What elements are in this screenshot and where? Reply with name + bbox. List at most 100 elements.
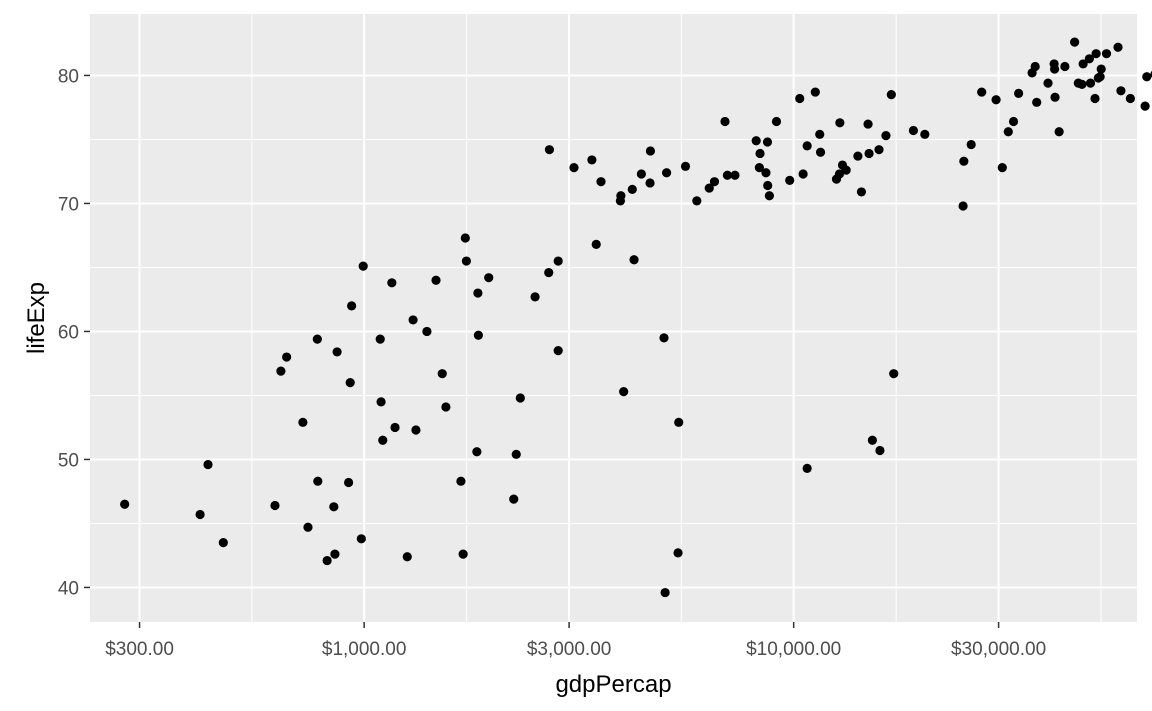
data-point bbox=[1032, 97, 1042, 107]
data-point bbox=[441, 402, 451, 412]
data-point bbox=[966, 139, 976, 150]
data-point bbox=[276, 366, 286, 376]
data-point bbox=[1116, 86, 1126, 96]
data-point bbox=[661, 168, 672, 178]
data-point bbox=[1014, 88, 1024, 98]
data-point bbox=[619, 387, 629, 397]
y-axis-ticks: 40 50 60 70 80 bbox=[58, 66, 90, 599]
data-point bbox=[298, 417, 308, 427]
data-point bbox=[515, 393, 525, 403]
y-tick-label: 40 bbox=[58, 578, 79, 599]
data-point bbox=[1049, 64, 1060, 74]
data-point bbox=[1050, 92, 1060, 102]
data-point bbox=[660, 587, 670, 598]
data-point bbox=[754, 163, 764, 173]
data-point bbox=[1125, 93, 1135, 104]
data-point bbox=[815, 147, 826, 157]
data-point bbox=[530, 292, 540, 302]
data-point bbox=[1070, 37, 1080, 47]
data-point bbox=[1101, 49, 1112, 59]
data-point bbox=[511, 449, 521, 459]
data-point bbox=[673, 548, 683, 558]
data-point bbox=[472, 447, 482, 457]
data-point bbox=[195, 509, 205, 520]
data-point bbox=[330, 549, 340, 559]
data-point bbox=[553, 256, 563, 266]
data-point bbox=[347, 301, 357, 311]
data-point bbox=[313, 476, 323, 486]
y-tick-label: 50 bbox=[58, 450, 79, 471]
data-point bbox=[218, 538, 228, 548]
data-point bbox=[755, 148, 765, 159]
data-point bbox=[569, 163, 579, 173]
data-point bbox=[509, 494, 519, 504]
x-tick-label: $30,000.00 bbox=[951, 639, 1046, 660]
data-point bbox=[997, 163, 1007, 173]
data-point bbox=[553, 346, 563, 356]
data-point bbox=[841, 165, 851, 175]
data-point bbox=[908, 125, 918, 136]
data-point bbox=[1085, 78, 1096, 88]
data-point bbox=[270, 500, 280, 511]
data-point bbox=[730, 170, 740, 180]
data-point bbox=[1140, 101, 1150, 111]
data-point bbox=[1091, 49, 1101, 59]
data-point bbox=[312, 334, 322, 344]
data-point bbox=[422, 326, 432, 337]
data-point bbox=[864, 148, 874, 159]
data-point bbox=[375, 334, 385, 344]
data-point bbox=[1008, 116, 1019, 127]
data-point bbox=[1090, 93, 1100, 104]
data-point bbox=[1030, 61, 1040, 72]
data-point bbox=[795, 93, 805, 104]
data-point bbox=[802, 141, 812, 151]
data-point bbox=[959, 156, 969, 166]
data-point bbox=[616, 191, 626, 201]
data-point bbox=[674, 417, 684, 427]
data-point bbox=[332, 347, 342, 357]
data-point bbox=[875, 445, 885, 456]
data-point bbox=[387, 278, 397, 288]
data-point bbox=[763, 180, 773, 191]
data-point bbox=[456, 476, 466, 486]
data-point bbox=[461, 256, 471, 266]
data-point bbox=[1084, 54, 1094, 64]
data-point bbox=[889, 369, 899, 379]
data-point bbox=[329, 502, 339, 512]
data-point bbox=[991, 95, 1001, 105]
data-point bbox=[629, 255, 639, 265]
data-point bbox=[1078, 59, 1088, 69]
data-point bbox=[322, 555, 332, 566]
data-point bbox=[303, 522, 313, 532]
x-tick-label: $10,000.00 bbox=[746, 639, 841, 660]
x-tick-label: $3,000.00 bbox=[527, 639, 612, 660]
data-points bbox=[120, 37, 1152, 598]
data-point bbox=[645, 146, 656, 156]
data-point bbox=[636, 169, 646, 179]
x-tick-label: $1,000.00 bbox=[322, 639, 407, 660]
data-point bbox=[722, 170, 733, 180]
data-point bbox=[645, 178, 655, 188]
data-point bbox=[762, 137, 773, 147]
data-point bbox=[751, 136, 761, 146]
data-point bbox=[408, 315, 418, 325]
data-point bbox=[390, 422, 400, 433]
data-point bbox=[1003, 127, 1013, 137]
data-point bbox=[358, 261, 368, 271]
data-point bbox=[345, 378, 355, 388]
data-point bbox=[1077, 79, 1087, 89]
data-point bbox=[771, 116, 782, 127]
data-point bbox=[544, 145, 555, 155]
minor-gridlines bbox=[90, 14, 1137, 622]
data-point bbox=[1043, 78, 1053, 88]
data-point bbox=[867, 435, 877, 445]
data-point bbox=[798, 169, 808, 179]
data-point bbox=[378, 435, 388, 445]
data-point bbox=[720, 116, 730, 127]
data-point bbox=[402, 552, 412, 562]
data-point bbox=[659, 333, 669, 343]
data-point bbox=[835, 118, 845, 128]
data-point bbox=[886, 90, 896, 100]
data-point bbox=[596, 177, 606, 187]
